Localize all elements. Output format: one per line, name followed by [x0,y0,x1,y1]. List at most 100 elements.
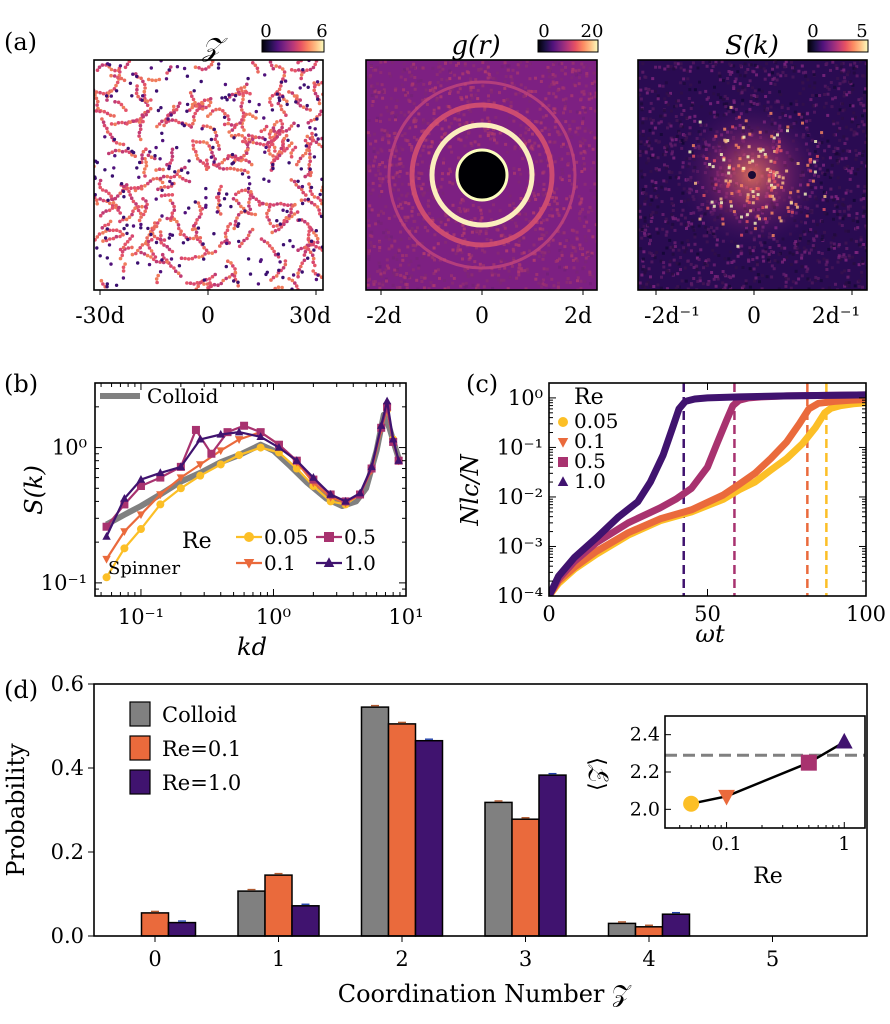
particle [265,241,270,245]
particle [309,118,313,123]
particle [269,278,273,282]
particle [287,277,291,281]
gr-noise-pixel [489,88,493,92]
gr-noise-pixel [553,74,557,78]
sk-noise-pixel [849,238,853,242]
sk-noise-pixel [677,99,681,103]
data-point-0.05 [292,464,301,473]
particle [277,132,282,136]
particle-isolated [243,209,247,213]
particle-isolated [279,80,284,84]
gr-noise-pixel [593,136,597,140]
particle [220,160,224,165]
gr-noise-pixel [532,191,536,195]
particle-isolated [212,232,216,236]
gr-noise-pixel [541,219,545,223]
gr-noise-pixel [472,228,476,232]
particle [311,256,316,261]
sk-noise-pixel [659,120,663,124]
particle [226,121,230,126]
particle [303,174,308,179]
particle [330,252,334,256]
particle [118,191,122,196]
particle-isolated [125,223,129,227]
gr-noise-pixel [550,277,554,281]
sk-noise-pixel [809,248,813,252]
particle [101,120,106,124]
particle [284,129,289,133]
particle [315,236,320,241]
sk-noise-pixel [825,170,829,174]
inset-x-tick-label: 0.1 [711,833,741,855]
sk-noise-pixel [688,126,692,130]
sk-noise-pixel [798,92,802,96]
gr-noise-pixel [414,229,418,233]
gr-noise-pixel [463,62,467,66]
sk-noise-pixel [852,262,856,266]
gr-noise-pixel [479,212,483,216]
gr-noise-pixel [435,98,439,102]
gr-noise-pixel [488,209,492,213]
gr-noise-pixel [540,285,544,289]
y-tick-label: 10⁰ [508,386,543,410]
gr-noise-pixel [511,216,515,220]
gr-noise-pixel [431,219,435,222]
particle [307,162,312,167]
particle [88,87,92,91]
gr-noise-pixel [515,276,519,280]
gr-noise-pixel [519,146,523,150]
particle [164,120,168,125]
particle [108,201,112,206]
gr-noise-pixel [431,87,435,91]
gr-noise-pixel [459,210,462,214]
particle [162,238,167,242]
gr-noise-pixel [385,130,389,134]
sk-noise-pixel [651,131,655,135]
gr-noise-pixel [557,62,561,66]
particle [272,158,277,162]
sk-noise-pixel [853,61,857,65]
sk-noise-pixel [773,82,777,86]
gr-noise-pixel [475,246,478,250]
particle-isolated [105,62,110,66]
particle [136,38,140,42]
sk-hot-pixel [820,131,824,135]
particle-isolated [160,214,164,218]
particle [296,248,300,252]
particle [304,107,309,111]
sk-noise-pixel [808,84,812,88]
particle-isolated [222,197,227,201]
particle [140,243,145,247]
sk-hot-pixel [738,157,742,161]
particle [200,254,205,259]
sk-noise-pixel [744,70,748,74]
gr-noise-pixel [553,140,557,144]
sk-noise-pixel [857,125,861,129]
particle [173,269,178,274]
sk-noise-pixel [761,255,765,259]
sk-noise-pixel [841,217,845,221]
gr-noise-pixel [565,197,569,201]
particle [109,73,113,78]
particle [136,248,140,253]
particle [150,78,154,82]
gr-noise-pixel [546,65,550,69]
sk-noise-pixel [736,70,740,74]
particle [282,222,286,227]
sk-noise-pixel [835,151,839,155]
particle [239,168,243,172]
particle [282,70,287,74]
particle [289,178,294,182]
gr-noise-pixel [427,287,431,290]
sk-noise-pixel [834,282,837,286]
gr-noise-pixel [554,120,558,124]
particle [319,109,323,114]
gr-noise-pixel [560,157,564,161]
gr-noise-pixel [367,183,371,187]
particle-isolated [175,145,179,150]
sk-noise-pixel [858,279,862,283]
particle [295,162,299,167]
sk-noise-pixel [732,87,736,90]
gr-noise-pixel [577,82,581,86]
gr-noise-pixel [468,256,472,260]
